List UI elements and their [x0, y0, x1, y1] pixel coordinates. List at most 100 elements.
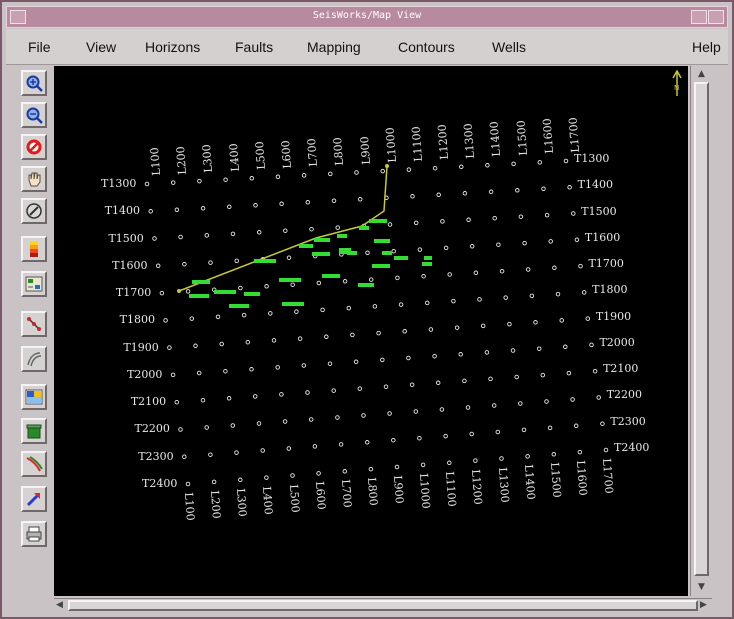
- grid-node: [308, 417, 314, 422]
- grid-node: [466, 217, 471, 223]
- inline-label-bottom: L700: [338, 479, 354, 509]
- pan-hand-icon[interactable]: [21, 166, 47, 192]
- horizon-pick: [244, 292, 260, 296]
- grid-node: [357, 197, 363, 202]
- map-canvas[interactable]: T1300 T1400 T1500 T1600 T1700 T1800 T1900 T2000…: [54, 66, 688, 596]
- grid-node: [465, 405, 471, 410]
- menu-file[interactable]: File: [28, 39, 51, 55]
- inline-label-bottom: L500: [286, 483, 302, 513]
- scroll-up-arrow-icon[interactable]: ▲: [698, 69, 705, 79]
- trace-label-left: T1900: [123, 340, 159, 354]
- fault-trace-icon[interactable]: [21, 451, 47, 477]
- trash-icon[interactable]: [21, 418, 47, 444]
- grid-node: [223, 177, 228, 182]
- grid-node: [585, 316, 591, 321]
- horizon-pick: [382, 251, 392, 255]
- compass-icon[interactable]: [21, 198, 47, 224]
- grid-node: [283, 228, 288, 233]
- scroll-left-arrow-icon[interactable]: ◀: [56, 600, 63, 610]
- grid-node: [335, 415, 340, 420]
- grid-node: [391, 437, 396, 443]
- svg-text:N: N: [674, 84, 679, 92]
- menu-view[interactable]: View: [86, 39, 117, 55]
- horizon-pick: [374, 239, 390, 243]
- vertical-scrollbar[interactable]: ▲ ▼: [690, 66, 712, 596]
- menu-help[interactable]: Help: [692, 39, 721, 55]
- grid-node: [589, 342, 594, 348]
- grid-node: [208, 260, 213, 265]
- grid-node: [252, 394, 258, 399]
- grid-node: [469, 431, 474, 437]
- grid-node: [215, 314, 221, 320]
- menu-mapping[interactable]: Mapping: [307, 39, 361, 55]
- grid-node: [492, 215, 497, 221]
- grid-node: [439, 407, 445, 412]
- menu-horizons[interactable]: Horizons: [145, 39, 201, 55]
- grid-node: [230, 231, 236, 237]
- grid-node: [555, 291, 561, 297]
- horizon-pick: [394, 256, 408, 260]
- horizon-pick: [372, 264, 390, 268]
- maximize-button[interactable]: [708, 10, 724, 24]
- zoom-out-icon[interactable]: [21, 102, 47, 128]
- grid-node: [290, 473, 295, 478]
- trace-label-left: T1300: [101, 177, 137, 190]
- fault-endpoint: [385, 164, 389, 168]
- fault-segment-icon[interactable]: [21, 311, 47, 337]
- cancel-icon[interactable]: [21, 134, 47, 160]
- zoom-in-icon[interactable]: [21, 70, 47, 96]
- grid-node: [294, 309, 299, 314]
- grid-node: [335, 225, 340, 230]
- grid-node: [459, 164, 464, 170]
- grid-node: [447, 272, 452, 277]
- grid-node: [328, 171, 333, 177]
- grid-node: [286, 255, 292, 260]
- grid-node: [394, 464, 400, 470]
- grid-node: [286, 446, 292, 451]
- grid-node: [435, 380, 441, 386]
- menu-wells[interactable]: Wells: [492, 39, 526, 55]
- horizon-pick: [369, 219, 387, 223]
- inline-label-top: L900: [357, 135, 373, 165]
- horizontal-scrollbar[interactable]: ◀ ▶: [54, 598, 712, 612]
- grid-node: [331, 198, 337, 204]
- grid-node: [282, 419, 288, 424]
- grid-node: [432, 165, 438, 171]
- grid-node: [547, 425, 553, 431]
- horizon-pick: [299, 244, 313, 248]
- fault-trace[interactable]: [178, 165, 388, 292]
- grid-node: [484, 350, 490, 355]
- grid-node: [387, 411, 392, 416]
- pick-arrow-icon[interactable]: [21, 486, 47, 512]
- scroll-right-arrow-icon[interactable]: ▶: [700, 600, 707, 610]
- inline-label-top: L1500: [514, 119, 530, 156]
- grid-node: [454, 325, 460, 330]
- contour-palette-icon[interactable]: [21, 384, 47, 410]
- grid-node: [268, 311, 273, 316]
- grid-node: [563, 158, 569, 164]
- map-legend-icon[interactable]: [21, 271, 47, 297]
- horizon-pick: [282, 302, 304, 306]
- grid-node: [417, 435, 422, 441]
- minimize-button[interactable]: [691, 10, 707, 24]
- colorbar-icon[interactable]: [21, 236, 47, 262]
- menu-faults[interactable]: Faults: [235, 39, 274, 55]
- grid-node: [566, 370, 572, 376]
- horizontal-scroll-thumb[interactable]: [68, 600, 698, 611]
- print-icon[interactable]: [21, 521, 47, 547]
- grid-node: [503, 295, 508, 300]
- vertical-scroll-thumb[interactable]: [694, 82, 709, 576]
- title-bar[interactable]: SeisWorks/Map View: [6, 6, 728, 28]
- inline-label-bottom: L1700: [600, 457, 616, 495]
- grid-node: [536, 346, 542, 351]
- scroll-down-arrow-icon[interactable]: ▼: [698, 582, 705, 592]
- grid-node: [525, 267, 531, 272]
- grid-node: [544, 212, 550, 218]
- menu-contours[interactable]: Contours: [398, 39, 455, 55]
- grid-node: [200, 397, 206, 403]
- window-menu-button[interactable]: [10, 10, 26, 24]
- grid-node: [204, 425, 209, 430]
- fault-polygon-icon[interactable]: [21, 346, 47, 372]
- inline-label-top: L600: [278, 139, 294, 169]
